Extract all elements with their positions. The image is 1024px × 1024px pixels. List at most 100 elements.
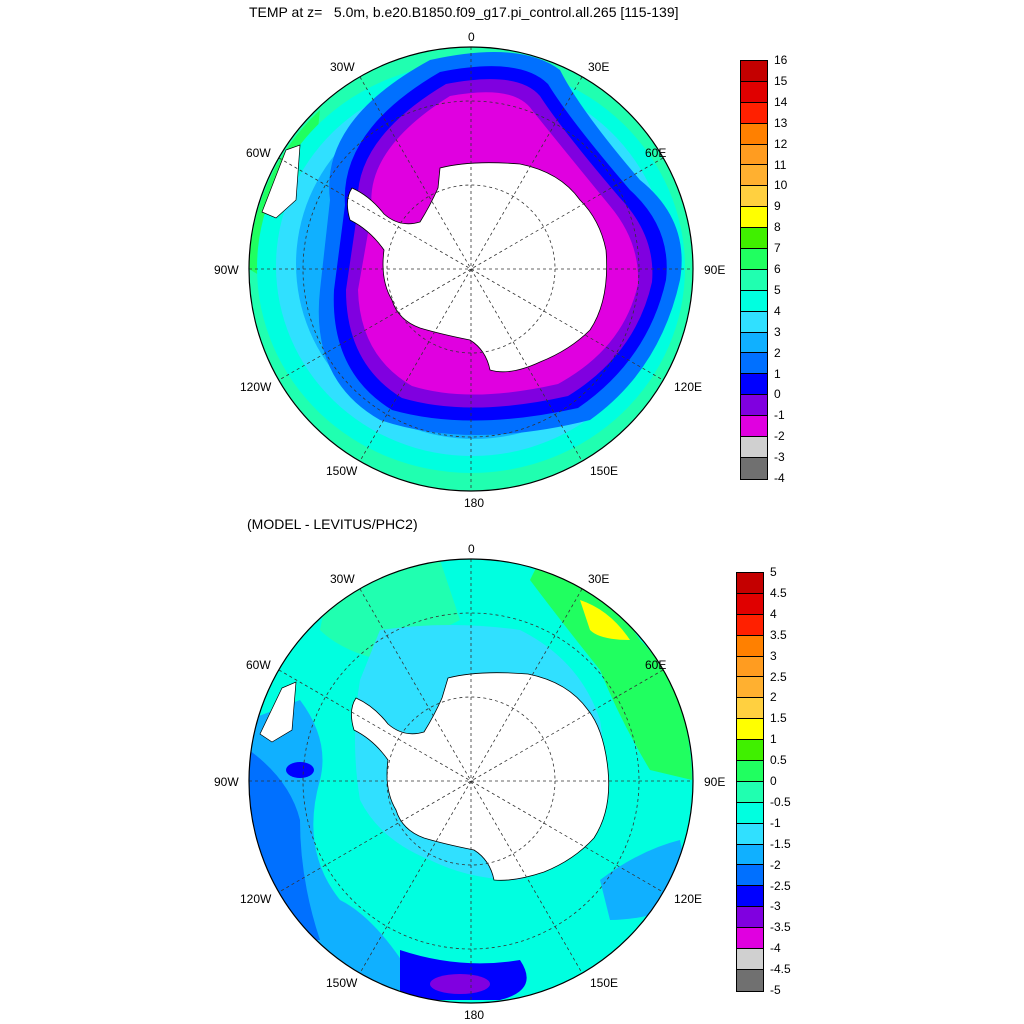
colorbar-label: 12 [774, 136, 788, 151]
colorbar-swatch [737, 761, 763, 782]
colorbar-swatch [741, 61, 767, 82]
colorbar-label: 5 [774, 282, 781, 297]
colorbar-label: -2 [774, 429, 785, 444]
colorbar-label: -2.5 [770, 878, 791, 893]
colorbar-swatch [741, 269, 767, 291]
colorbar-label: 2 [774, 345, 781, 360]
lon-label-90e: 90E [704, 775, 726, 789]
map-title-difference: (MODEL - LEVITUS/PHC2) [247, 516, 418, 532]
lon-label-150w: 150W [326, 464, 358, 478]
colorbar-swatch [737, 844, 763, 866]
colorbar-swatch [737, 698, 763, 720]
colorbar-swatch [741, 332, 767, 354]
colorbar-label: 2.5 [770, 669, 787, 684]
colorbar-swatch [737, 573, 763, 594]
colorbar-label: 5 [770, 565, 777, 579]
colorbar-label: 4.5 [770, 585, 787, 600]
colorbar-difference [736, 572, 764, 992]
colorbar-label: 6 [774, 262, 781, 276]
colorbar-swatch [737, 969, 763, 991]
colorbar-label: 13 [774, 115, 788, 130]
colorbar-label: 1 [774, 366, 781, 381]
colorbar-label: 0 [774, 387, 781, 402]
colorbar-label: -1 [770, 815, 781, 830]
colorbar-swatch [741, 249, 767, 270]
polar-map-difference [248, 558, 694, 1004]
lon-label-150e: 150E [590, 976, 619, 990]
colorbar-swatch [741, 123, 767, 145]
colorbar-swatch [741, 374, 767, 396]
colorbar-label: 11 [774, 157, 787, 172]
lon-label-120e: 120E [674, 892, 703, 906]
colorbar-label: 3 [770, 648, 777, 663]
colorbar-swatch [741, 81, 767, 103]
colorbar-swatch [741, 457, 767, 479]
colorbar-label: 9 [774, 199, 781, 214]
colorbar-swatch [737, 614, 763, 636]
lon-label-90w: 90W [214, 775, 239, 789]
lon-label-90e: 90E [704, 263, 726, 277]
colorbar-swatch [741, 207, 767, 229]
lon-label-60e: 60E [645, 658, 667, 672]
lon-label-120w: 120W [240, 380, 272, 394]
colorbar-swatch [741, 416, 767, 438]
colorbar-label: 0 [770, 774, 777, 788]
map-title-temperature: TEMP at z= 5.0m, b.e20.B1850.f09_g17.pi_… [249, 4, 679, 20]
colorbar-label: 4 [770, 606, 777, 621]
lon-label-60e: 60E [645, 146, 667, 160]
colorbar-label: -3.5 [770, 920, 791, 935]
colorbar-swatch [737, 719, 763, 741]
colorbar-swatch [737, 907, 763, 929]
colorbar-label: 1 [770, 732, 777, 747]
lon-label-120w: 120W [240, 892, 272, 906]
colorbar-label: -3 [774, 450, 785, 465]
colorbar-swatch [737, 593, 763, 615]
colorbar-label: -1 [774, 408, 785, 423]
colorbar-swatch [741, 228, 767, 250]
colorbar-swatch [737, 802, 763, 824]
colorbar-label: -3 [770, 899, 781, 914]
colorbar-swatch [741, 395, 767, 417]
colorbar-swatch [741, 165, 767, 187]
colorbar-label: -2 [770, 857, 781, 872]
colorbar-label: -1.5 [770, 836, 791, 851]
colorbar-label: 4 [774, 303, 781, 318]
lon-label-180: 180 [464, 1008, 485, 1022]
colorbar-swatch [737, 949, 763, 970]
colorbar-swatch [741, 437, 767, 458]
colorbar-label: -4 [770, 941, 781, 956]
colorbar-label: 0.5 [770, 753, 787, 768]
colorbar-swatch [741, 290, 767, 312]
lon-label-30w: 30W [330, 572, 355, 586]
lon-label-0: 0 [468, 30, 475, 44]
colorbar-label: -4 [774, 471, 785, 485]
colorbar-label: 3.5 [770, 627, 787, 642]
lon-label-30e: 30E [588, 572, 610, 586]
colorbar-swatch [737, 928, 763, 950]
colorbar-label: 10 [774, 178, 788, 193]
lon-label-150w: 150W [326, 976, 358, 990]
colorbar-label: 3 [774, 324, 781, 339]
colorbar-swatch [741, 353, 767, 375]
colorbar-label: 2 [770, 690, 777, 705]
colorbar-label: 8 [774, 220, 781, 235]
colorbar-label: 16 [774, 53, 788, 67]
lon-label-90w: 90W [214, 263, 239, 277]
lon-label-30w: 30W [330, 60, 355, 74]
polar-map-temperature [248, 46, 694, 492]
colorbar-swatch [737, 677, 763, 699]
colorbar-label: 14 [774, 94, 788, 109]
colorbar-swatch [741, 102, 767, 124]
colorbar-swatch [737, 823, 763, 845]
lon-label-180: 180 [464, 496, 485, 510]
colorbar-swatch [737, 656, 763, 678]
lon-label-120e: 120E [674, 380, 703, 394]
colorbar-swatch [737, 635, 763, 657]
colorbar-swatch [741, 311, 767, 333]
colorbar-swatch [737, 886, 763, 908]
colorbar-label: 7 [774, 241, 781, 256]
colorbar-label: -0.5 [770, 794, 791, 809]
colorbar-label: 1.5 [770, 711, 787, 726]
colorbar-label: -4.5 [770, 962, 791, 977]
colorbar-temperature [740, 60, 768, 480]
